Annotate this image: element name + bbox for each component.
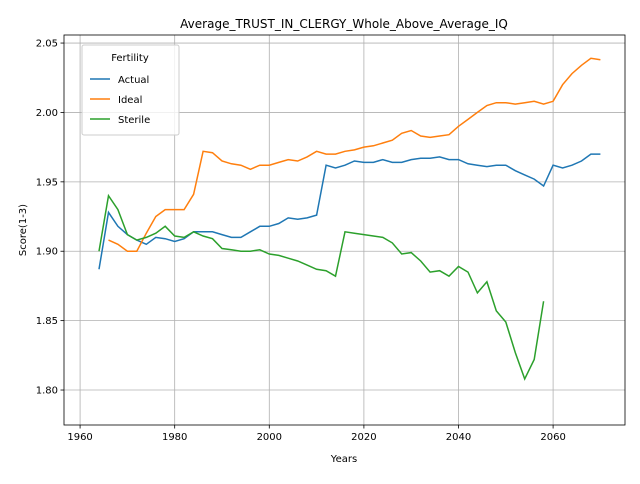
- x-tick-label: 2020: [351, 432, 376, 443]
- x-tick-label: 2000: [257, 432, 282, 443]
- legend-label: Actual: [118, 75, 149, 86]
- y-tick-label: 2.00: [36, 108, 58, 119]
- x-tick-label: 1980: [162, 432, 187, 443]
- plot-frame: [63, 34, 626, 426]
- legend-title: Fertility: [111, 53, 149, 64]
- x-tick-label: 2040: [446, 432, 471, 443]
- series-line: [98, 153, 601, 270]
- x-tick-label: 2060: [540, 432, 565, 443]
- y-tick-label: 1.90: [36, 247, 58, 258]
- y-tick-label: 2.05: [36, 39, 58, 50]
- y-tick-label: 1.85: [36, 316, 58, 327]
- x-axis-label: Years: [330, 454, 357, 465]
- x-tick-label: 1960: [67, 432, 92, 443]
- y-tick-label: 1.80: [36, 386, 58, 397]
- series-line: [98, 193, 545, 381]
- y-tick-label: 1.95: [36, 177, 58, 188]
- y-axis-label: Score(1-3): [18, 204, 29, 256]
- legend-box: [81, 44, 180, 136]
- series-line: [108, 57, 601, 252]
- legend-label: Sterile: [118, 115, 150, 126]
- chart-title: Average_TRUST_IN_CLERGY_Whole_Above_Aver…: [180, 17, 508, 31]
- legend-label: Ideal: [118, 95, 142, 106]
